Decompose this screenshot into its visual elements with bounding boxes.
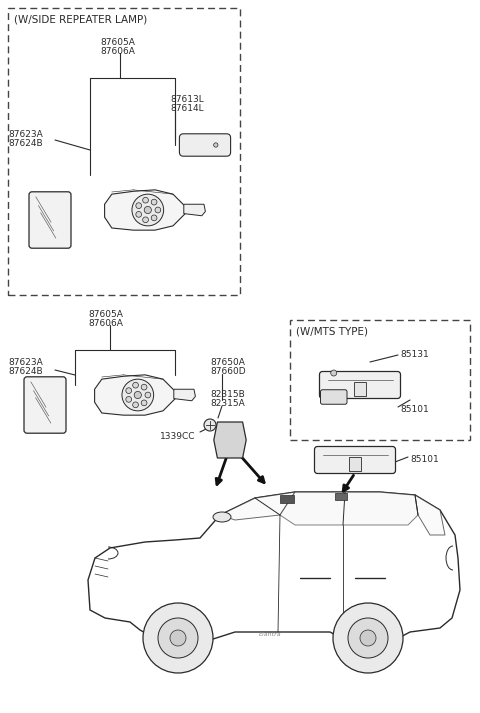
- Bar: [335, 493, 347, 500]
- Text: 87614L: 87614L: [170, 104, 204, 113]
- Circle shape: [151, 199, 157, 205]
- Text: Elantra: Elantra: [259, 632, 281, 637]
- Circle shape: [126, 388, 132, 394]
- Text: 85101: 85101: [400, 405, 429, 414]
- Text: 87624B: 87624B: [8, 367, 43, 376]
- Text: 87623A: 87623A: [8, 358, 43, 367]
- Text: (W/MTS TYPE): (W/MTS TYPE): [296, 326, 368, 336]
- Text: 87606A: 87606A: [100, 47, 135, 56]
- Circle shape: [136, 212, 142, 217]
- FancyBboxPatch shape: [314, 446, 396, 473]
- Circle shape: [143, 603, 213, 673]
- Circle shape: [143, 217, 148, 222]
- Circle shape: [155, 207, 161, 213]
- Circle shape: [333, 603, 403, 673]
- Text: 87605A: 87605A: [88, 310, 123, 319]
- Text: 87605A: 87605A: [100, 38, 135, 47]
- Text: 87624B: 87624B: [8, 139, 43, 148]
- FancyBboxPatch shape: [24, 376, 66, 434]
- Bar: [290, 320, 470, 440]
- FancyBboxPatch shape: [321, 390, 347, 404]
- Circle shape: [214, 143, 218, 147]
- Circle shape: [141, 400, 147, 406]
- Circle shape: [360, 630, 376, 646]
- FancyBboxPatch shape: [320, 371, 400, 399]
- Bar: [8, 8, 240, 295]
- Text: 87660D: 87660D: [210, 367, 246, 376]
- Text: 87650A: 87650A: [210, 358, 245, 367]
- Circle shape: [122, 379, 154, 411]
- Polygon shape: [174, 389, 195, 401]
- Circle shape: [143, 198, 148, 203]
- Circle shape: [331, 370, 337, 376]
- Text: 1339CC: 1339CC: [160, 432, 195, 441]
- Text: 85131: 85131: [400, 350, 429, 359]
- FancyBboxPatch shape: [29, 192, 71, 248]
- Polygon shape: [415, 495, 445, 535]
- Circle shape: [348, 618, 388, 658]
- Text: 82315A: 82315A: [210, 399, 245, 408]
- Circle shape: [158, 618, 198, 658]
- Circle shape: [126, 396, 132, 402]
- Polygon shape: [280, 492, 418, 525]
- Circle shape: [170, 630, 186, 646]
- Bar: [349, 457, 361, 471]
- Circle shape: [151, 215, 157, 221]
- Circle shape: [204, 419, 216, 431]
- Bar: [354, 382, 366, 396]
- Polygon shape: [184, 204, 205, 216]
- Circle shape: [145, 392, 151, 398]
- Circle shape: [141, 384, 147, 390]
- Polygon shape: [95, 375, 175, 415]
- Text: 82315B: 82315B: [210, 390, 245, 399]
- Circle shape: [132, 382, 138, 388]
- Bar: [280, 495, 294, 503]
- Circle shape: [132, 194, 164, 226]
- Polygon shape: [214, 422, 246, 458]
- Circle shape: [132, 402, 138, 408]
- Text: 87623A: 87623A: [8, 130, 43, 139]
- Polygon shape: [220, 492, 295, 520]
- Circle shape: [136, 202, 142, 208]
- Text: 87606A: 87606A: [88, 319, 123, 328]
- Ellipse shape: [213, 512, 231, 522]
- Text: 87613L: 87613L: [170, 95, 204, 104]
- Circle shape: [144, 206, 151, 214]
- FancyBboxPatch shape: [180, 134, 230, 156]
- Text: (W/SIDE REPEATER LAMP): (W/SIDE REPEATER LAMP): [14, 14, 147, 24]
- Polygon shape: [105, 190, 185, 230]
- Text: 85101: 85101: [410, 455, 439, 464]
- Circle shape: [134, 391, 142, 399]
